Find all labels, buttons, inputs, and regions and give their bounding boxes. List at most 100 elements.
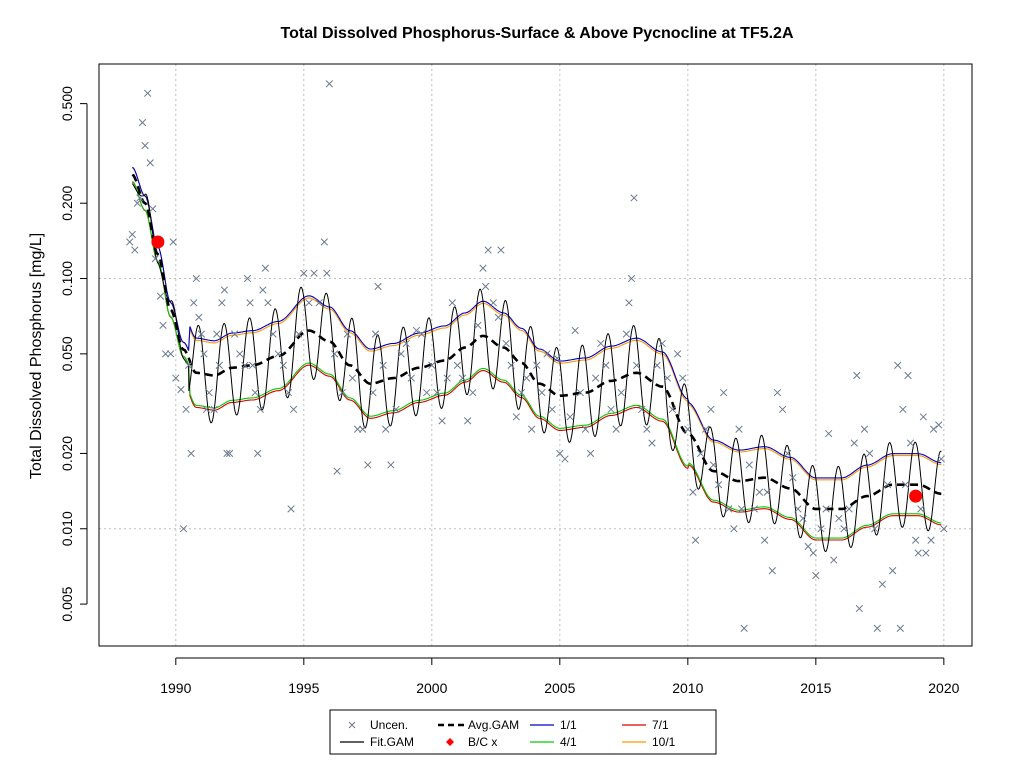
data-point-uncensored — [883, 481, 892, 489]
data-point-uncensored — [392, 405, 400, 414]
data-point-uncensored — [325, 80, 334, 88]
data-point-uncensored — [220, 286, 229, 294]
legend-label: 1/1 — [560, 718, 577, 732]
data-point-uncensored — [855, 604, 864, 613]
data-point-uncensored — [184, 361, 193, 369]
data-point-uncensored — [433, 388, 441, 397]
data-point-uncensored — [602, 361, 610, 369]
y-tick-label: 0.050 — [59, 336, 75, 371]
data-point-uncensored — [128, 230, 136, 239]
data-point-uncensored — [512, 413, 520, 421]
data-point-uncensored — [469, 388, 477, 397]
y-tick-label: 0.200 — [59, 185, 75, 220]
data-point-uncensored — [261, 264, 270, 272]
data-point-uncensored — [812, 571, 820, 580]
data-point-uncensored — [295, 330, 303, 338]
data-point-uncensored — [497, 246, 505, 254]
data-point-uncensored — [809, 549, 817, 557]
data-point-uncensored — [522, 374, 531, 382]
data-point-uncensored — [935, 421, 943, 429]
y-tick-label: 0.005 — [59, 586, 75, 621]
data-point-uncensored — [156, 292, 165, 300]
data-point-uncensored — [382, 425, 390, 433]
data-point-uncensored — [151, 255, 159, 263]
data-point-uncensored — [822, 505, 830, 513]
data-point-uncensored — [177, 385, 185, 394]
data-point-uncensored — [338, 388, 346, 397]
legend-label: B/C x — [468, 735, 497, 749]
data-point-uncensored — [735, 425, 743, 433]
data-point-uncensored — [371, 330, 380, 338]
plot-series — [131, 166, 942, 553]
data-point-uncensored — [169, 238, 177, 246]
data-point-uncensored — [146, 159, 154, 167]
data-point-uncensored — [906, 439, 915, 447]
x-tick-label: 1995 — [288, 680, 319, 696]
data-point-uncensored — [300, 269, 308, 277]
data-point-uncensored — [256, 405, 264, 414]
data-point-uncensored — [912, 536, 920, 544]
data-point-uncensored — [481, 282, 490, 291]
legend-symbol-bc — [446, 738, 454, 746]
data-point-uncensored — [627, 274, 636, 283]
data-point-uncensored — [187, 449, 195, 458]
data-point-uncensored — [899, 405, 907, 414]
data-point-uncensored — [702, 425, 710, 433]
data-point-uncensored — [507, 361, 515, 369]
data-point-uncensored — [289, 405, 298, 414]
data-point-uncensored — [143, 89, 152, 97]
data-point-uncensored — [784, 449, 792, 458]
data-point-uncensored — [929, 425, 938, 433]
data-point-uncensored — [215, 361, 223, 369]
data-point-uncensored — [709, 461, 718, 469]
data-point-uncensored — [632, 361, 641, 369]
uncensored-points — [126, 80, 948, 632]
data-point-uncensored — [760, 536, 769, 544]
data-point-uncensored — [323, 269, 331, 277]
data-point-uncensored — [190, 299, 198, 307]
data-point-uncensored — [592, 374, 600, 382]
data-point-uncensored — [287, 505, 295, 513]
data-point-uncensored — [576, 388, 584, 397]
data-point-uncensored — [320, 238, 328, 246]
data-point-uncensored — [679, 374, 687, 382]
x-tick-label: 2020 — [928, 680, 959, 696]
data-point-uncensored — [648, 439, 656, 447]
data-point-uncensored — [853, 371, 861, 380]
data-point-uncensored — [663, 374, 671, 382]
data-point-bc — [909, 489, 923, 503]
data-point-uncensored — [274, 350, 282, 358]
data-point-uncensored — [374, 282, 382, 291]
data-point-uncensored — [202, 405, 211, 414]
data-point-uncensored — [684, 425, 692, 433]
data-point-uncensored — [714, 481, 723, 489]
data-point-uncensored — [131, 246, 139, 254]
data-point-uncensored — [407, 374, 415, 382]
data-point-uncensored — [259, 286, 267, 294]
data-point-uncensored — [566, 413, 574, 421]
data-point-uncensored — [369, 388, 377, 397]
data-point-uncensored — [246, 299, 254, 307]
data-point-uncensored — [133, 199, 142, 207]
data-point-uncensored — [740, 624, 748, 632]
data-point-uncensored — [917, 505, 925, 513]
data-point-uncensored — [638, 405, 646, 414]
legend-label: 4/1 — [560, 735, 577, 749]
x-tick-label: 1990 — [160, 680, 191, 696]
data-point-uncensored — [763, 488, 771, 496]
data-point-uncensored — [502, 339, 510, 348]
data-point-uncensored — [768, 567, 776, 575]
data-point-uncensored — [423, 388, 431, 397]
data-point-uncensored — [489, 299, 497, 307]
data-point-uncensored — [548, 405, 556, 414]
data-point-uncensored — [720, 388, 728, 397]
data-point-uncensored — [243, 274, 252, 283]
data-point-uncensored — [225, 449, 234, 458]
data-point-uncensored — [865, 449, 874, 458]
data-point-uncensored — [689, 488, 697, 496]
legend-label: Uncen. — [370, 718, 408, 732]
data-point-uncensored — [553, 354, 561, 362]
data-point-uncensored — [428, 361, 436, 369]
data-point-uncensored — [353, 425, 362, 433]
data-point-uncensored — [873, 624, 881, 632]
